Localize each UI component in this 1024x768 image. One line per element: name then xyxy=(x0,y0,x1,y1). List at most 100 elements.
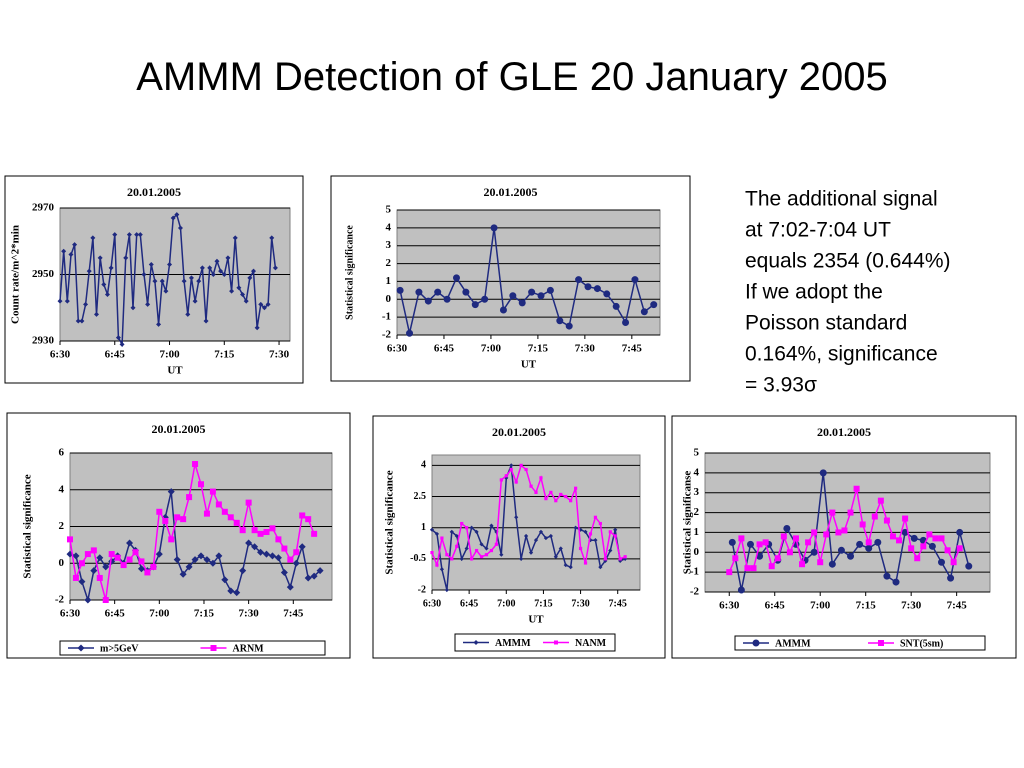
marker xyxy=(853,485,860,492)
marker xyxy=(192,298,198,304)
marker xyxy=(623,555,627,559)
chart: 20.01.2005 -2 -0.5 1 2.5 4 6:30 6:45 7:00 7:15 7:3… xyxy=(372,415,666,659)
marker xyxy=(756,541,763,548)
y-tick-label: 2930 xyxy=(32,335,55,347)
marker xyxy=(72,574,79,581)
marker xyxy=(439,567,445,572)
marker xyxy=(956,545,963,552)
y-tick-label: 5 xyxy=(694,447,700,459)
marker xyxy=(90,235,96,241)
marker xyxy=(494,542,498,546)
marker xyxy=(239,527,246,534)
x-tick-label: 6:45 xyxy=(765,600,786,612)
marker xyxy=(489,548,494,553)
marker xyxy=(564,494,568,499)
marker xyxy=(104,291,110,297)
marker xyxy=(514,515,519,520)
y-tick-label: 4 xyxy=(694,466,700,478)
marker xyxy=(726,569,733,576)
marker xyxy=(126,556,133,563)
marker xyxy=(170,215,176,221)
marker xyxy=(250,268,256,274)
marker xyxy=(239,567,247,575)
marker xyxy=(159,278,165,284)
marker xyxy=(460,521,464,526)
legend-label: ARNM xyxy=(233,643,265,654)
y-tick-label: 6 xyxy=(59,447,65,459)
marker xyxy=(72,552,80,560)
marker xyxy=(209,488,216,495)
y-axis-label: Statistical significanse xyxy=(682,471,694,575)
marker xyxy=(415,288,423,296)
marker xyxy=(484,553,489,557)
marker xyxy=(529,484,533,488)
marker xyxy=(247,275,253,281)
y-tick-label: 2 xyxy=(59,520,65,532)
marker xyxy=(130,305,136,311)
marker xyxy=(292,559,300,567)
marker xyxy=(473,640,479,645)
marker xyxy=(583,561,588,565)
marker xyxy=(479,542,484,547)
marker xyxy=(281,545,288,552)
marker xyxy=(554,640,558,645)
x-tick-label: 7:30 xyxy=(269,349,290,361)
marker xyxy=(79,318,85,324)
marker xyxy=(489,523,494,528)
marker xyxy=(528,288,536,296)
marker xyxy=(573,525,578,530)
y-tick-label: 0 xyxy=(59,557,65,569)
marker xyxy=(84,551,91,558)
marker xyxy=(837,546,845,554)
chart-title: 20.01.2005 xyxy=(484,185,538,199)
marker xyxy=(750,565,757,572)
legend-label: AMMM xyxy=(775,638,811,649)
marker xyxy=(650,301,658,309)
marker xyxy=(96,554,104,562)
marker xyxy=(192,461,199,468)
marker xyxy=(598,521,602,526)
series-line xyxy=(431,465,626,591)
x-tick-label: 7:00 xyxy=(810,600,831,612)
x-tick-label: 6:45 xyxy=(434,343,455,355)
marker xyxy=(920,543,927,550)
marker xyxy=(896,537,903,544)
marker xyxy=(518,299,526,307)
marker xyxy=(792,535,799,542)
marker xyxy=(132,549,139,556)
y-tick-label: 0 xyxy=(694,546,700,558)
marker xyxy=(269,525,276,532)
marker xyxy=(549,490,553,494)
marker xyxy=(137,232,143,238)
marker xyxy=(263,529,270,536)
marker xyxy=(950,559,957,566)
marker xyxy=(728,538,736,546)
marker xyxy=(108,551,115,558)
marker xyxy=(603,557,607,561)
marker xyxy=(565,322,573,330)
marker xyxy=(568,565,573,570)
marker xyxy=(454,533,459,539)
x-tick-label: 7:00 xyxy=(149,608,170,620)
marker xyxy=(245,539,253,547)
marker xyxy=(444,587,449,593)
marker xyxy=(429,527,435,532)
note-line: Poisson standard xyxy=(745,312,907,335)
marker xyxy=(938,535,945,542)
y-tick-label: 5 xyxy=(386,204,392,216)
marker xyxy=(97,255,103,261)
marker xyxy=(203,556,211,564)
legend-label: SNT(5sm) xyxy=(900,638,943,649)
marker xyxy=(524,467,528,472)
marker xyxy=(78,578,86,586)
marker xyxy=(209,559,217,567)
y-tick-label: -2 xyxy=(418,584,426,595)
x-tick-label: 7:15 xyxy=(194,608,215,620)
marker xyxy=(112,232,118,238)
marker xyxy=(434,288,442,296)
marker xyxy=(856,540,864,548)
marker xyxy=(137,565,145,573)
y-tick-label: 2.5 xyxy=(414,491,427,502)
marker xyxy=(263,550,270,558)
